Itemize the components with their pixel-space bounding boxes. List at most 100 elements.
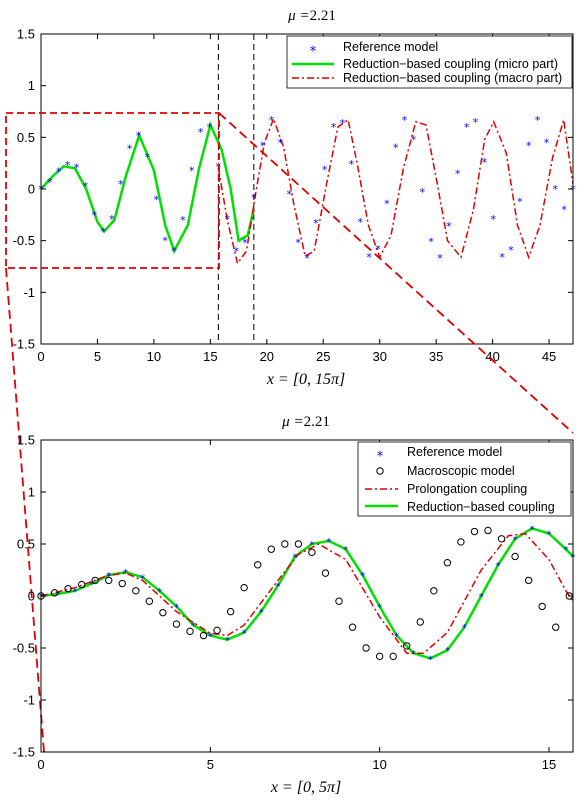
bottom-y-tick-label: -0.5 bbox=[13, 641, 35, 656]
bottom-macro-point bbox=[375, 652, 384, 661]
bottom-macro-point bbox=[511, 552, 519, 561]
top-reference-point: * bbox=[384, 197, 390, 210]
bottom-macro-point bbox=[470, 527, 479, 536]
top-reference-point: * bbox=[269, 114, 275, 127]
bottom-y-tick-label: 1 bbox=[28, 485, 35, 500]
bottom-macro-point bbox=[199, 631, 208, 640]
zoom-box bbox=[5, 112, 220, 269]
top-reference-point: * bbox=[375, 243, 381, 256]
bottom-macro-point bbox=[335, 597, 343, 605]
bottom-reference-point: * bbox=[546, 530, 551, 541]
top-reference-point: * bbox=[490, 213, 496, 226]
top-reference-point: * bbox=[287, 188, 293, 201]
top-y-tick-label: -1 bbox=[23, 285, 35, 300]
top-reference-point: * bbox=[464, 121, 470, 134]
top-legend-micro-label: Reduction−based coupling (micro part) bbox=[343, 57, 558, 71]
bottom-reference-point: * bbox=[292, 552, 297, 563]
bottom-y-tick-label: 0 bbox=[28, 589, 35, 604]
bottom-y-ticks: -1.5 -1 -0.5 0 0.5 1 1.5 bbox=[13, 433, 573, 760]
bottom-reference-point: * bbox=[208, 632, 213, 643]
top-x-tick-label: 5 bbox=[94, 349, 101, 364]
top-legend-marker-ref: * bbox=[310, 45, 317, 60]
top-title-main: μ = bbox=[287, 8, 309, 24]
bottom-x-tick-label: 5 bbox=[207, 757, 214, 772]
top-legend-ref-label: Reference model bbox=[343, 40, 438, 54]
bottom-reference-point: * bbox=[479, 592, 484, 603]
bottom-legend-macro-label: Macroscopic model bbox=[407, 464, 515, 478]
top-reference-point: * bbox=[508, 244, 514, 257]
top-reference-point: * bbox=[154, 193, 160, 206]
bottom-macro-point bbox=[524, 576, 533, 585]
top-reference-point: * bbox=[561, 204, 567, 217]
bottom-reference-point: * bbox=[140, 573, 145, 584]
top-reference-point: * bbox=[162, 235, 168, 248]
bottom-legend-marker-macro bbox=[376, 467, 384, 475]
top-reference-point: * bbox=[313, 217, 319, 230]
top-reference-point: * bbox=[526, 140, 532, 153]
top-reference-point: * bbox=[198, 126, 204, 139]
bottom-reference-point: * bbox=[496, 561, 501, 572]
top-reference-point: * bbox=[91, 209, 97, 222]
top-reference-point: * bbox=[340, 117, 346, 130]
bottom-macro-point bbox=[91, 576, 99, 585]
top-reference-point: * bbox=[357, 216, 363, 229]
bottom-reference-point: * bbox=[72, 587, 77, 598]
top-title-value: 2.21 bbox=[310, 8, 336, 24]
bottom-y-tick-label: 1.5 bbox=[17, 433, 35, 448]
top-x-tick-label: 20 bbox=[260, 349, 274, 364]
bottom-macro-point bbox=[64, 585, 72, 593]
bottom-reference-point: * bbox=[157, 587, 162, 598]
top-reference-point: * bbox=[322, 163, 328, 176]
bottom-prolongation-series bbox=[40, 532, 574, 654]
bottom-macro-point bbox=[77, 580, 86, 589]
top-reference-point: * bbox=[65, 159, 71, 172]
top-legend: * Reference model Reduction−based coupli… bbox=[286, 35, 573, 89]
bottom-macro-point bbox=[389, 652, 397, 661]
top-y-tick-label: 1.5 bbox=[17, 27, 35, 42]
bottom-macro-point bbox=[172, 620, 181, 628]
top-micro-series bbox=[40, 121, 256, 255]
top-reference-point: * bbox=[411, 133, 417, 146]
top-reference-point: * bbox=[437, 252, 443, 265]
top-reference-point: * bbox=[304, 252, 310, 265]
top-y-tick-label: -1.5 bbox=[13, 337, 35, 352]
top-reference-point: * bbox=[349, 158, 355, 171]
bottom-macro-point bbox=[457, 538, 465, 546]
bottom-legend-prolong-label: Prolongation coupling bbox=[407, 482, 527, 496]
top-reference-point: * bbox=[47, 176, 53, 189]
bottom-x-label: x = [0, 5π] bbox=[270, 779, 341, 796]
bottom-macro-point bbox=[281, 540, 289, 548]
bottom-macro-point bbox=[159, 608, 167, 617]
top-reference-point: * bbox=[207, 121, 213, 134]
bottom-y-tick-label: -1.5 bbox=[13, 745, 35, 760]
bottom-reference-point: * bbox=[377, 602, 382, 613]
bottom-reference-point: * bbox=[106, 571, 111, 582]
bottom-macro-point bbox=[254, 561, 262, 569]
top-reference-point: * bbox=[145, 151, 151, 164]
top-reference-point: * bbox=[366, 251, 372, 264]
bottom-legend-box bbox=[357, 441, 572, 517]
top-x-tick-label: 10 bbox=[147, 349, 161, 364]
top-title: μ =2.21 bbox=[287, 8, 336, 24]
bottom-reference-point: * bbox=[326, 537, 331, 548]
bottom-macro-point bbox=[403, 642, 411, 650]
bottom-macro-point bbox=[267, 545, 275, 553]
bottom-macro-point bbox=[362, 644, 370, 652]
bottom-reference-point: * bbox=[394, 632, 399, 643]
bottom-plot-area: * * *** * ***** ****** ****** ******* *** bbox=[37, 524, 576, 665]
bottom-reference-point: * bbox=[89, 580, 94, 591]
bottom-legend-ref-label: Reference model bbox=[407, 445, 502, 459]
bottom-chart: μ =2.21 * * *** * ***** ****** ****** ******* **… bbox=[13, 414, 576, 796]
top-reference-point: * bbox=[553, 183, 559, 196]
top-chart: μ =2.21 ** * *************** **************… bbox=[5, 8, 576, 388]
bottom-macro-point bbox=[538, 602, 546, 611]
zoom-connector-right bbox=[218, 112, 574, 434]
top-reference-point: * bbox=[473, 116, 479, 129]
bottom-reference-point: * bbox=[225, 636, 230, 647]
top-reference-point: * bbox=[233, 245, 239, 258]
top-reference-point: * bbox=[136, 129, 142, 142]
top-reference-point: * bbox=[393, 142, 399, 155]
top-y-tick-label: 0 bbox=[28, 182, 35, 197]
bottom-reduction-series bbox=[40, 527, 574, 660]
